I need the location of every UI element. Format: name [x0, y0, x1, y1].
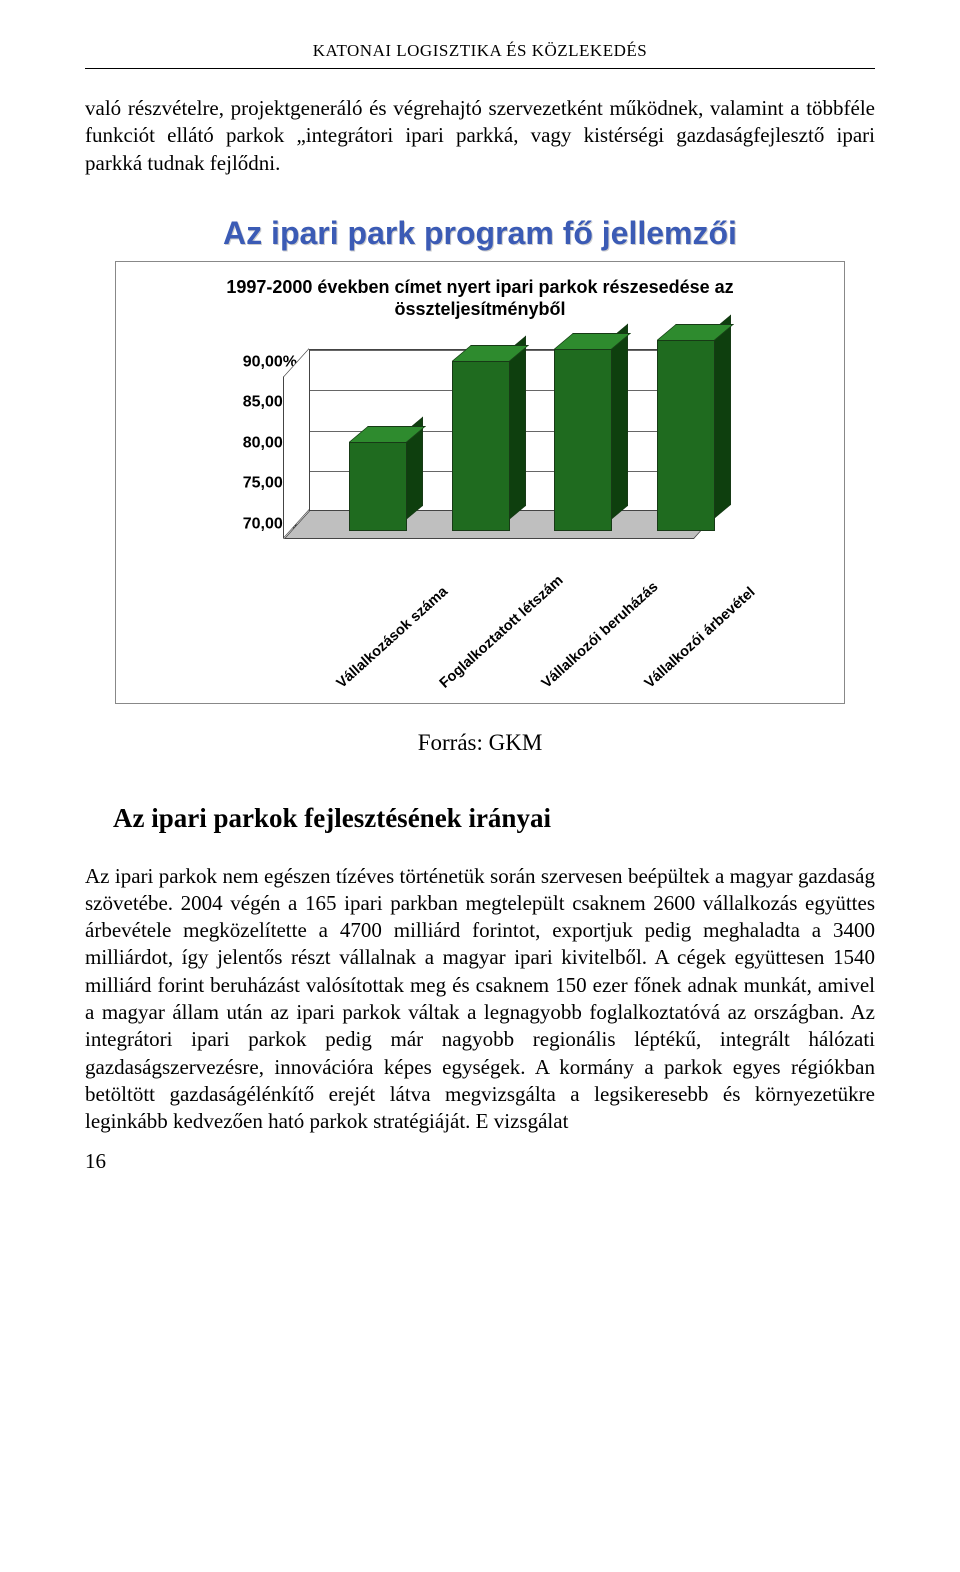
intro-paragraph: való részvételre, projektgeneráló és vég…	[85, 95, 875, 177]
chart-side-wall	[283, 348, 309, 539]
x-axis-labels: Vállalkozások számaFoglalkoztatott létsz…	[309, 559, 719, 689]
header-rule	[85, 68, 875, 69]
x-tick-label: Vállalkozói árbevétel	[641, 583, 760, 692]
x-tick-label: Vállalkozások száma	[333, 583, 452, 693]
chart-bars	[309, 349, 719, 511]
section-paragraph: Az ipari parkok nem egészen tízéves tört…	[85, 863, 875, 1136]
chart-plot-area: 90,00%85,00%80,00%75,00%70,00% Vállalkoz…	[215, 349, 745, 689]
chart-source: Forrás: GKM	[85, 728, 875, 758]
chart-title: Az ipari park program fő jellemzői	[85, 213, 875, 255]
page-number: 16	[85, 1148, 875, 1175]
chart-caption: 1997-2000 években címet nyert ipari park…	[146, 276, 814, 321]
section-heading: Az ipari parkok fejlesztésének irányai	[113, 801, 875, 836]
chart-back	[309, 349, 719, 549]
page-header: KATONAI LOGISZTIKA ÉS KÖZLEKEDÉS	[85, 40, 875, 62]
chart-container: 1997-2000 években címet nyert ipari park…	[115, 261, 845, 704]
y-tick-label: 90,00%	[215, 352, 297, 373]
